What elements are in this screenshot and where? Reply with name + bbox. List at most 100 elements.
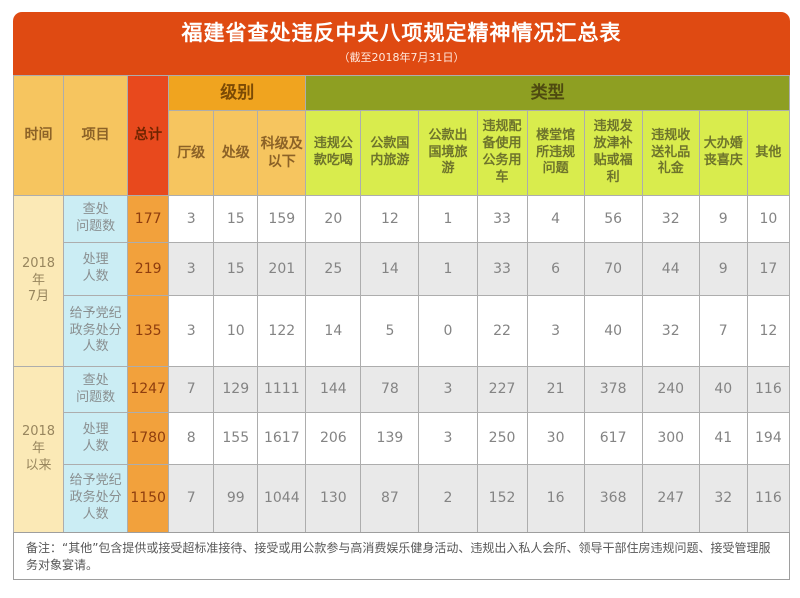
value-cell: 10 [213,295,259,367]
footnote: 备注：“其他”包含提供或接受超标准接待、接受或用公款参与高消费娱乐健身活动、违规… [13,532,790,580]
type-col-header-dining: 违规公 款吃喝 [305,110,362,196]
value-cell: 206 [305,412,362,465]
value-cell: 152 [476,464,528,533]
total-value-cell: 219 [127,242,170,296]
value-cell: 5 [360,295,420,367]
value-cell: 6 [526,242,585,296]
value-cell: 12 [746,295,791,367]
value-cell: 22 [476,295,528,367]
value-cell: 7 [168,366,215,413]
table-row: 2018年 7月 查处 问题数 177 3 15 159 20 12 1 33 … [12,195,791,367]
value-cell: 78 [360,366,420,413]
value-cell: 3 [526,295,585,367]
value-cell: 56 [583,195,643,243]
value-cell: 1617 [257,412,307,465]
type-col-header-allowances: 违规发 放津补 贴或福 利 [583,110,643,196]
type-group-header: 类型 [305,75,790,111]
value-cell: 3 [418,366,478,413]
value-cell: 1 [418,242,478,296]
value-cell: 116 [746,464,791,533]
value-cell: 159 [257,195,307,243]
value-cell: 4 [526,195,585,243]
total-value-cell: 1780 [127,412,170,465]
value-cell: 7 [698,295,748,367]
summary-table: 时间 项目 总计 级别 类型 厅级 处级 科级及 以下 违规公 款吃喝 公款国 … [12,75,791,533]
row-label-cell: 查处 问题数 [63,366,129,413]
value-cell: 3 [418,412,478,465]
value-cell: 3 [168,242,215,296]
value-cell: 21 [526,366,585,413]
value-cell: 250 [476,412,528,465]
value-cell: 32 [698,464,748,533]
total-value-cell: 1150 [127,464,170,533]
row-label-cell: 处理 人数 [63,412,129,465]
type-col-header-ceremonies: 大办婚 丧喜庆 [698,110,748,196]
as-of-date: （截至2018年7月31日） [338,51,465,65]
table-row: 给予党纪 政务处分 人数 135 3 10 122 14 5 0 22 3 40… [14,295,791,367]
type-col-header-overseas-travel: 公款出 国境旅 游 [418,110,478,196]
row-label-cell: 给予党纪 政务处分 人数 [63,295,129,367]
level-col-header-ke: 科级及 以下 [257,110,307,196]
header-sub-row: 厅级 处级 科级及 以下 违规公 款吃喝 公款国 内旅游 公款出 国境旅 游 违… [14,110,791,196]
value-cell: 240 [641,366,700,413]
value-cell: 194 [746,412,791,465]
value-cell: 15 [213,242,259,296]
value-cell: 14 [360,242,420,296]
value-cell: 25 [305,242,362,296]
type-col-header-other: 其他 [746,110,791,196]
value-cell: 201 [257,242,307,296]
period-cell: 2018年 7月 [12,195,65,367]
header-group-row: 时间 项目 总计 级别 类型 [12,75,790,196]
level-col-header-ting: 厅级 [168,110,215,196]
title-bar: 福建省查处违反中央八项规定精神情况汇总表 （截至2018年7月31日） [13,12,790,75]
value-cell: 33 [476,242,528,296]
value-cell: 9 [698,242,748,296]
value-cell: 15 [213,195,259,243]
value-cell: 87 [360,464,420,533]
value-cell: 32 [641,295,700,367]
value-cell: 139 [360,412,420,465]
value-cell: 99 [213,464,259,533]
value-cell: 30 [526,412,585,465]
value-cell: 12 [360,195,420,243]
time-column-header: 时间 [12,75,65,196]
value-cell: 368 [583,464,643,533]
value-cell: 3 [168,295,215,367]
value-cell: 1 [418,195,478,243]
value-cell: 3 [168,195,215,243]
row-label-cell: 给予党纪 政务处分 人数 [63,464,129,533]
total-value-cell: 1247 [127,366,170,413]
value-cell: 122 [257,295,307,367]
table-row: 2018年 以来 查处 问题数 1247 7 129 1111 144 78 3… [12,366,791,533]
type-col-header-gifts: 违规收 送礼品 礼金 [641,110,700,196]
page-title: 福建省查处违反中央八项规定精神情况汇总表 [181,20,622,45]
total-column-header: 总计 [127,75,170,196]
value-cell: 9 [698,195,748,243]
level-col-header-chu: 处级 [213,110,259,196]
value-cell: 247 [641,464,700,533]
value-cell: 2 [418,464,478,533]
summary-table-page: 福建省查处违反中央八项规定精神情况汇总表 （截至2018年7月31日） 时间 项… [12,12,791,580]
value-cell: 8 [168,412,215,465]
value-cell: 14 [305,295,362,367]
value-cell: 155 [213,412,259,465]
value-cell: 1044 [257,464,307,533]
value-cell: 40 [583,295,643,367]
table-row: 给予党纪 政务处分 人数 1150 7 99 1044 130 87 2 152… [14,464,791,533]
value-cell: 300 [641,412,700,465]
item-column-header: 项目 [63,75,129,196]
type-col-header-buildings: 楼堂馆 所违规 问题 [526,110,585,196]
value-cell: 44 [641,242,700,296]
row-label-cell: 查处 问题数 [63,195,129,243]
table-row: 处理 人数 1780 8 155 1617 206 139 3 250 30 6… [14,412,791,465]
table-row: 处理 人数 219 3 15 201 25 14 1 33 6 70 44 9 … [14,242,791,296]
value-cell: 20 [305,195,362,243]
period-cell: 2018年 以来 [12,366,65,533]
value-cell: 617 [583,412,643,465]
value-cell: 378 [583,366,643,413]
total-value-cell: 135 [127,295,170,367]
value-cell: 41 [698,412,748,465]
row-label-cell: 处理 人数 [63,242,129,296]
value-cell: 227 [476,366,528,413]
value-cell: 16 [526,464,585,533]
